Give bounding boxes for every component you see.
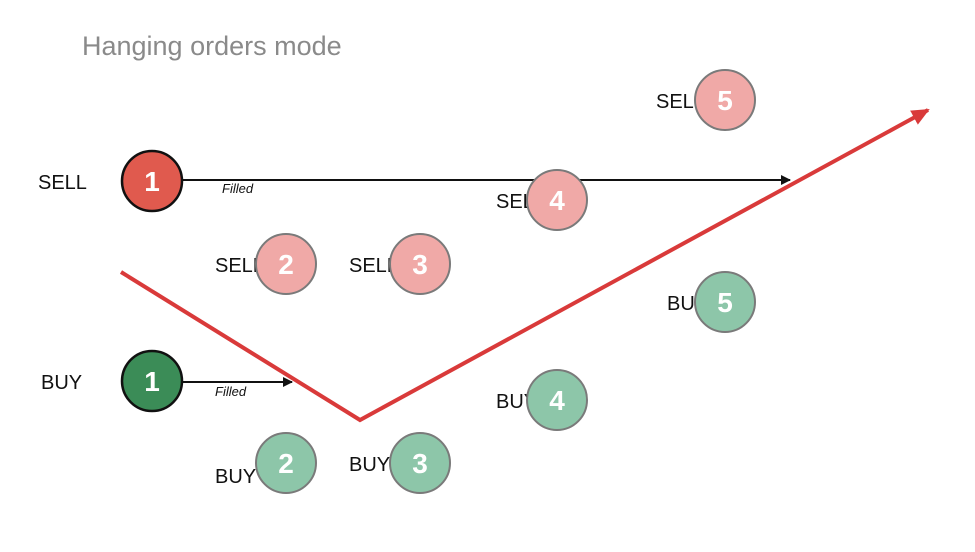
buy-order-circle — [120, 349, 184, 413]
buy-order-2: BUY 2 — [215, 432, 317, 494]
sell-order-2: SELL 2 — [215, 233, 317, 295]
buy-order-1: BUY 1 — [41, 349, 184, 413]
buy-order-label: BUY — [41, 372, 82, 394]
sell-order-circle — [255, 233, 317, 295]
buy-order-number: 1 — [144, 366, 160, 397]
sell-filled-label: Filled — [222, 181, 254, 196]
sell-order-number: 3 — [412, 249, 428, 280]
buy-order-circle — [255, 432, 317, 494]
sell-order-circle — [694, 69, 756, 131]
sell-order-circle — [526, 169, 588, 231]
sell-order-number: 4 — [549, 185, 565, 216]
sell-order-label: SELL — [38, 172, 87, 194]
buy-order-number: 5 — [717, 287, 733, 318]
sell-order-number: 1 — [144, 166, 160, 197]
buy-order-4: BUY 4 — [496, 369, 588, 431]
sell-order-circle — [120, 149, 184, 213]
buy-order-label: BUY — [349, 454, 390, 476]
sell-order-number: 5 — [717, 85, 733, 116]
sell-order-label: SELL — [215, 255, 264, 277]
buy-order-number: 4 — [549, 385, 565, 416]
buy-order-circle — [389, 432, 451, 494]
sell-order-5: SELL 5 — [656, 69, 756, 131]
sell-order-1: SELL 1 — [38, 149, 184, 213]
buy-order-label: BUY — [215, 466, 256, 488]
sell-order-4: SELL 4 — [496, 169, 588, 231]
sell-order-label: SELL — [349, 255, 398, 277]
price-line — [119, 108, 930, 423]
buy-order-3: BUY 3 — [349, 432, 451, 494]
buy-order-5: BUY 5 — [667, 271, 756, 333]
buy-order-number: 2 — [278, 448, 294, 479]
sell-order-label: SELL — [656, 91, 705, 113]
buy-order-circle — [526, 369, 588, 431]
sell-order-circle — [389, 233, 451, 295]
buy-filled-label: Filled — [215, 384, 247, 399]
sell-order-3: SELL 3 — [349, 233, 451, 295]
buy-order-number: 3 — [412, 448, 428, 479]
page-title: Hanging orders mode — [82, 31, 342, 61]
sell-order-number: 2 — [278, 249, 294, 280]
buy-order-circle — [694, 271, 756, 333]
